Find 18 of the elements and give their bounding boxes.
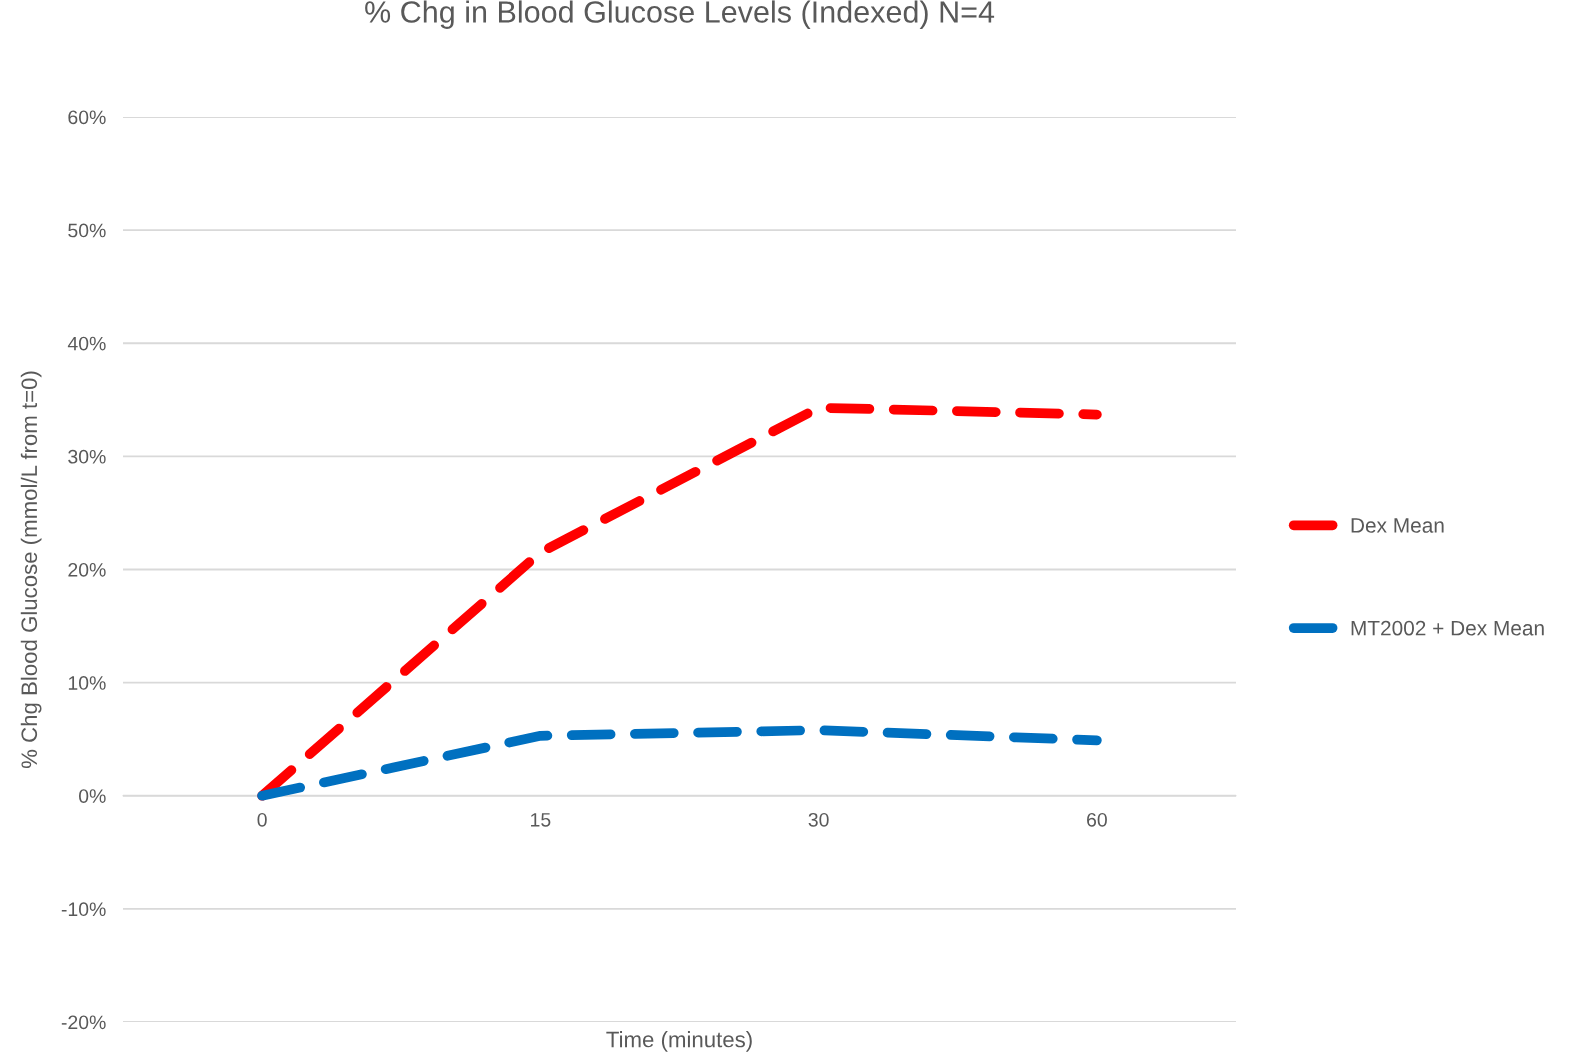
legend-label: Dex Mean	[1351, 518, 1444, 533]
y-tick-label: -10%	[61, 902, 106, 917]
legend-label: MT2002 + Dex Mean	[1351, 620, 1544, 636]
y-tick-label: 40%	[67, 336, 106, 351]
y-tick-label: 50%	[68, 223, 106, 238]
x-tick-label: 60	[1087, 812, 1107, 827]
x-tick-label: 15	[531, 813, 551, 827]
y-tick-label: 30%	[68, 449, 106, 464]
chart-title: % Chg in Blood Glucose Levels (Indexed) N=4	[365, 0, 995, 29]
x-axis-title: Time (minutes)	[606, 1031, 752, 1052]
y-axis-title: % Chg Blood Glucose (mmol/L from t=0)	[20, 371, 42, 769]
x-tick-label: 30	[808, 812, 829, 827]
y-tick-label: 10%	[68, 676, 106, 690]
y-tick-label: 20%	[68, 562, 106, 577]
y-tick-label: 60%	[68, 110, 106, 125]
x-tick-label: 0	[257, 812, 267, 827]
y-tick-label: -20%	[61, 1015, 106, 1030]
y-tick-label: 0%	[78, 789, 106, 803]
